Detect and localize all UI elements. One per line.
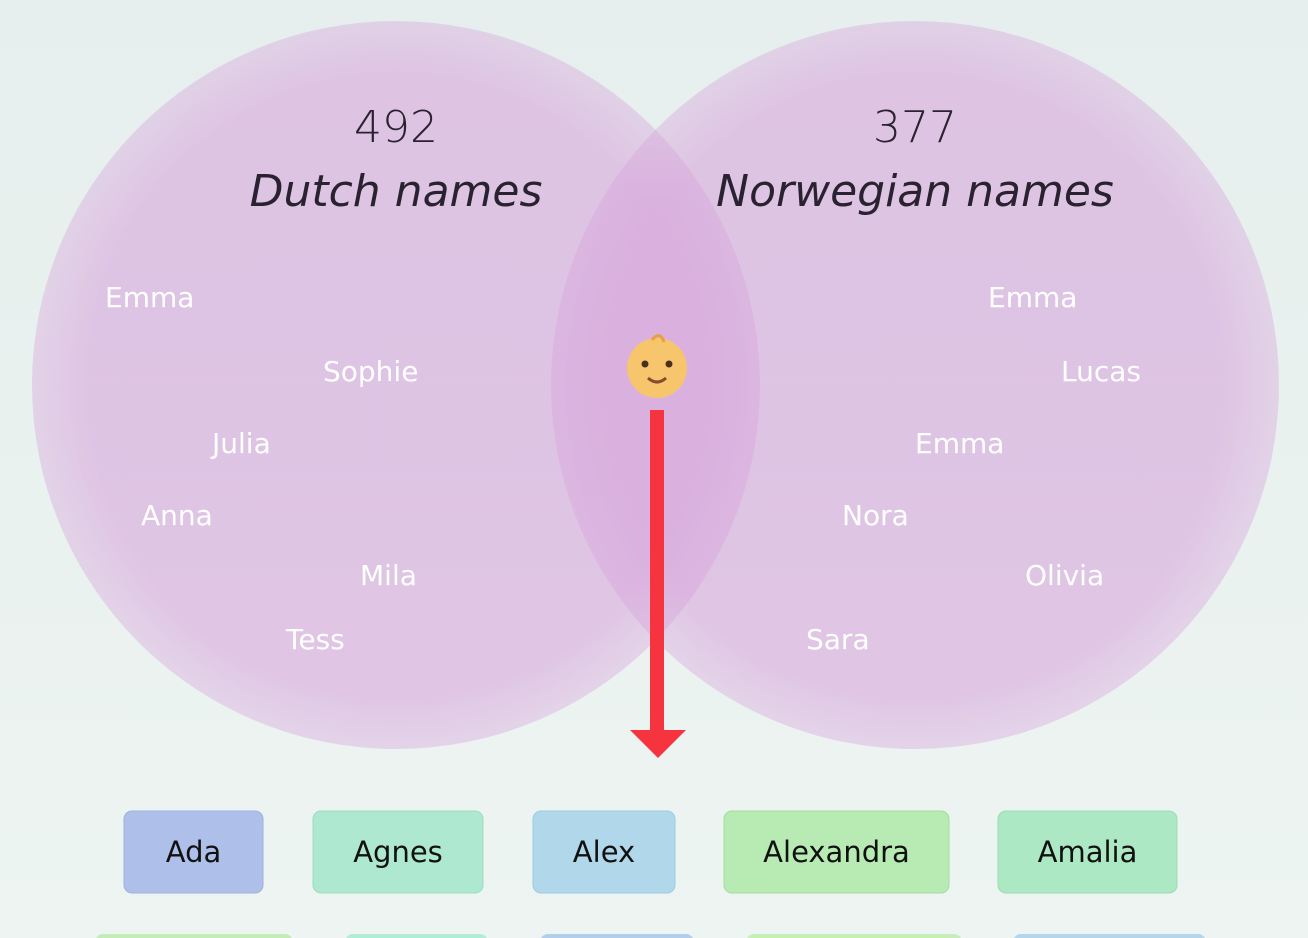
name-tag[interactable] (312, 810, 484, 894)
right-label: Norwegian names (716, 166, 1114, 217)
name-tag[interactable] (997, 810, 1178, 894)
name-tag[interactable] (532, 810, 676, 894)
name-tag-text[interactable]: Agnes (353, 835, 443, 869)
name-label: Emma (915, 427, 1004, 460)
name-tag-text[interactable]: Alex (573, 835, 635, 869)
name-tag-text[interactable]: Ada (166, 835, 222, 869)
name-label: Emma (988, 281, 1077, 314)
name-label: Lucas (1061, 355, 1141, 388)
right-circle (551, 21, 1279, 749)
name-label: Sophie (323, 355, 418, 388)
right-count: 377 (873, 102, 957, 153)
name-label: Tess (285, 623, 345, 656)
name-tag-text[interactable]: Amalia (1038, 835, 1138, 869)
left-circle (32, 21, 760, 749)
tags-row-2 (96, 934, 1205, 938)
left-label: Dutch names (250, 166, 543, 217)
name-label: Julia (210, 427, 271, 460)
name-tag-text[interactable]: Alexandra (763, 835, 910, 869)
name-label: Anna (141, 499, 213, 532)
name-tag[interactable] (123, 810, 264, 894)
left-count: 492 (354, 102, 438, 153)
name-tag[interactable] (723, 810, 950, 894)
baby-icon (627, 334, 687, 398)
arrow-shaft (650, 410, 664, 732)
name-label: Sara (806, 623, 870, 656)
name-label: Nora (842, 499, 909, 532)
name-label: Emma (105, 281, 194, 314)
name-label: Olivia (1025, 559, 1104, 592)
name-label: Mila (360, 559, 417, 592)
arrow-head (630, 730, 686, 758)
